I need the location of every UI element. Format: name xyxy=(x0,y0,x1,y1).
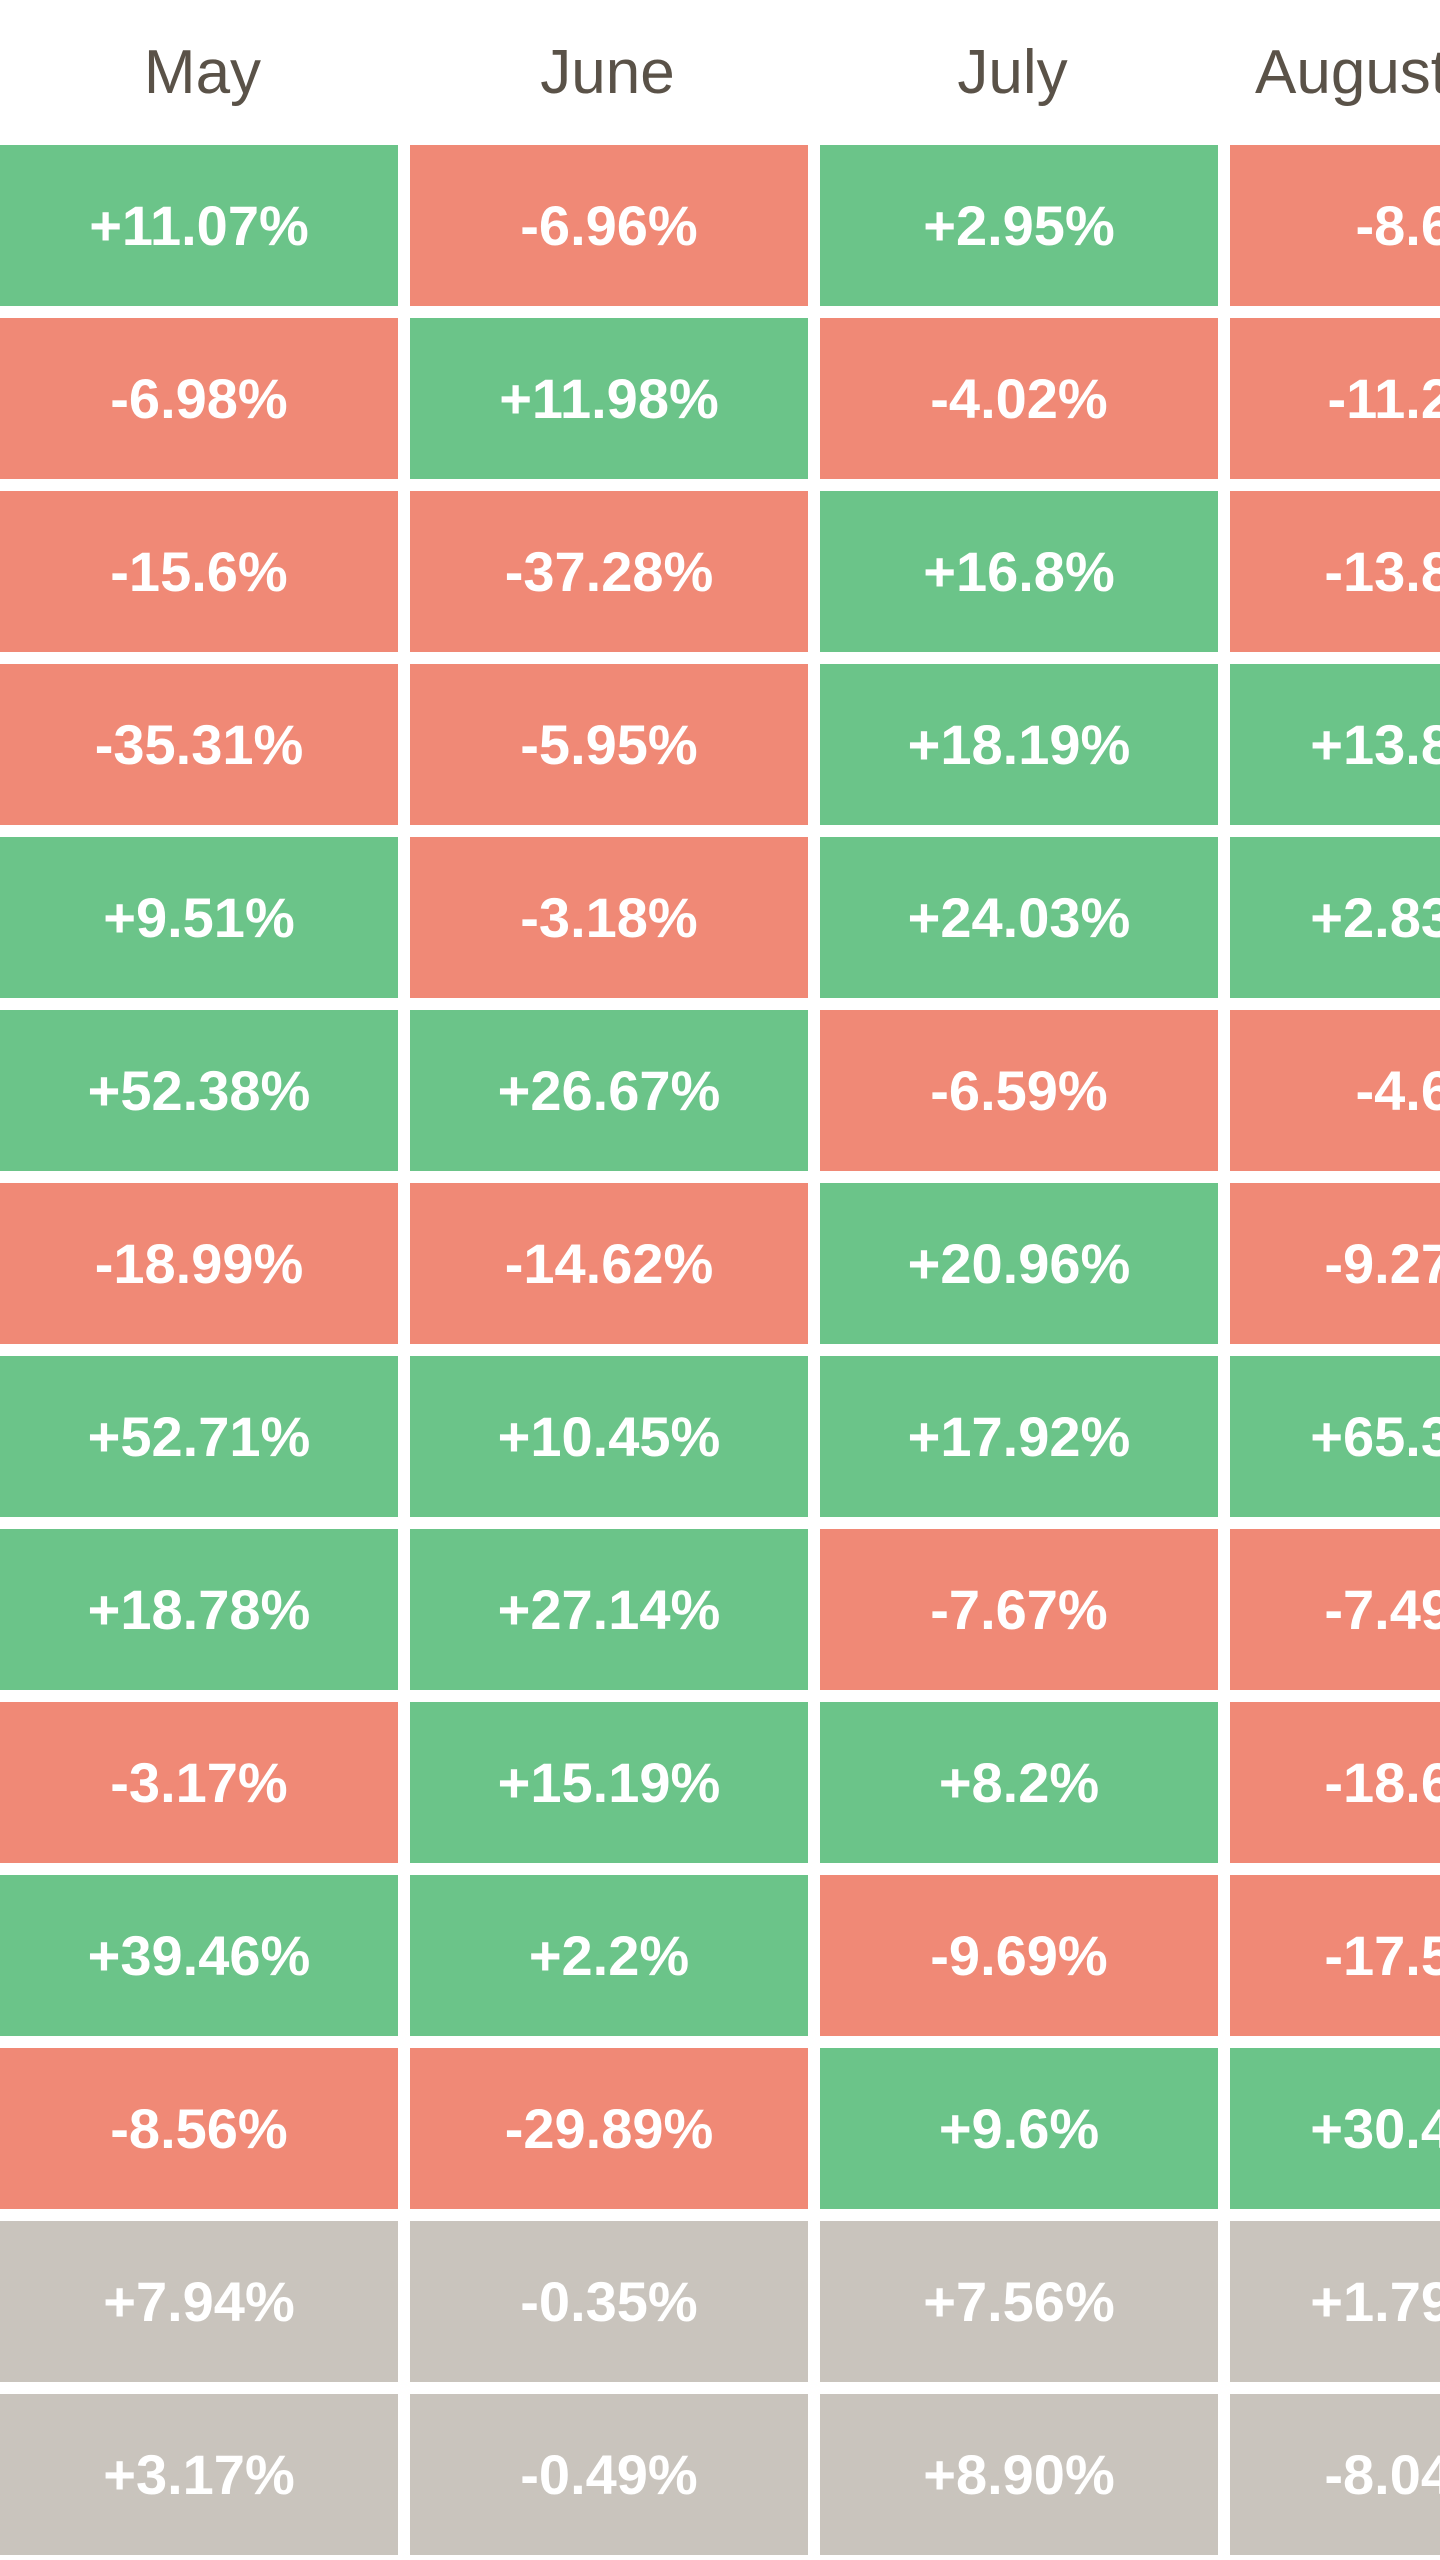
performance-cell: +8.2% xyxy=(820,1702,1218,1863)
performance-cell: +11.07% xyxy=(0,145,398,306)
table-row: -8.56%-29.89%+9.6%+30.4 xyxy=(0,2048,1440,2209)
performance-cell: -6.96% xyxy=(410,145,808,306)
performance-cell: +17.92% xyxy=(820,1356,1218,1517)
performance-heatmap: MayJuneJulyAugust +11.07%-6.96%+2.95%-8.… xyxy=(0,0,1440,2560)
performance-cell: -0.35% xyxy=(410,2221,808,2382)
performance-cell: +16.8% xyxy=(820,491,1218,652)
performance-cell: -29.89% xyxy=(410,2048,808,2209)
performance-cell: -8.56% xyxy=(0,2048,398,2209)
performance-cell: +7.94% xyxy=(0,2221,398,2382)
table-row: +9.51%-3.18%+24.03%+2.83 xyxy=(0,837,1440,998)
performance-cell: +18.78% xyxy=(0,1529,398,1690)
performance-cell: -8.04 xyxy=(1230,2394,1440,2555)
performance-cell: -4.6 xyxy=(1230,1010,1440,1171)
performance-cell: +52.38% xyxy=(0,1010,398,1171)
table-row: +52.71%+10.45%+17.92%+65.3 xyxy=(0,1356,1440,1517)
performance-cell: +39.46% xyxy=(0,1875,398,2036)
performance-cell: -18.6 xyxy=(1230,1702,1440,1863)
performance-cell: +13.8 xyxy=(1230,664,1440,825)
performance-cell: +24.03% xyxy=(820,837,1218,998)
performance-cell: +7.56% xyxy=(820,2221,1218,2382)
performance-cell: -3.17% xyxy=(0,1702,398,1863)
performance-cell: +26.67% xyxy=(410,1010,808,1171)
performance-cell: -6.59% xyxy=(820,1010,1218,1171)
performance-cell: +2.2% xyxy=(410,1875,808,2036)
table-row: -35.31%-5.95%+18.19%+13.8 xyxy=(0,664,1440,825)
performance-cell: -11.2 xyxy=(1230,318,1440,479)
table-row: +3.17%-0.49%+8.90%-8.04 xyxy=(0,2394,1440,2555)
performance-cell: +30.4 xyxy=(1230,2048,1440,2209)
performance-cell: -9.27 xyxy=(1230,1183,1440,1344)
performance-cell: -18.99% xyxy=(0,1183,398,1344)
performance-cell: +65.3 xyxy=(1230,1356,1440,1517)
performance-cell: -3.18% xyxy=(410,837,808,998)
performance-cell: +52.71% xyxy=(0,1356,398,1517)
performance-cell: -7.67% xyxy=(820,1529,1218,1690)
table-row: +7.94%-0.35%+7.56%+1.79 xyxy=(0,2221,1440,2382)
performance-cell: -35.31% xyxy=(0,664,398,825)
performance-cell: +10.45% xyxy=(410,1356,808,1517)
table-row: -6.98%+11.98%-4.02%-11.2 xyxy=(0,318,1440,479)
performance-cell: +2.83 xyxy=(1230,837,1440,998)
table-row: +52.38%+26.67%-6.59%-4.6 xyxy=(0,1010,1440,1171)
performance-cell: +8.90% xyxy=(820,2394,1218,2555)
performance-cell: -8.6 xyxy=(1230,145,1440,306)
performance-cell: -6.98% xyxy=(0,318,398,479)
table-row: +39.46%+2.2%-9.69%-17.5 xyxy=(0,1875,1440,2036)
table-header-row: MayJuneJulyAugust xyxy=(0,0,1440,145)
performance-cell: -4.02% xyxy=(820,318,1218,479)
performance-cell: +9.6% xyxy=(820,2048,1218,2209)
performance-cell: -7.49 xyxy=(1230,1529,1440,1690)
column-header-june: June xyxy=(405,37,810,108)
performance-cell: -13.8 xyxy=(1230,491,1440,652)
table-row: +18.78%+27.14%-7.67%-7.49 xyxy=(0,1529,1440,1690)
table-row: -15.6%-37.28%+16.8%-13.8 xyxy=(0,491,1440,652)
performance-cell: +27.14% xyxy=(410,1529,808,1690)
performance-cell: -17.5 xyxy=(1230,1875,1440,2036)
table-body: +11.07%-6.96%+2.95%-8.6-6.98%+11.98%-4.0… xyxy=(0,145,1440,2555)
performance-cell: +20.96% xyxy=(820,1183,1218,1344)
column-header-may: May xyxy=(0,37,405,108)
performance-cell: +9.51% xyxy=(0,837,398,998)
performance-cell: +1.79 xyxy=(1230,2221,1440,2382)
performance-cell: -15.6% xyxy=(0,491,398,652)
performance-cell: -14.62% xyxy=(410,1183,808,1344)
table-row: -3.17%+15.19%+8.2%-18.6 xyxy=(0,1702,1440,1863)
table-row: +11.07%-6.96%+2.95%-8.6 xyxy=(0,145,1440,306)
performance-cell: +3.17% xyxy=(0,2394,398,2555)
table-row: -18.99%-14.62%+20.96%-9.27 xyxy=(0,1183,1440,1344)
performance-cell: -9.69% xyxy=(820,1875,1218,2036)
column-header-july: July xyxy=(810,37,1215,108)
column-header-august: August xyxy=(1215,37,1440,108)
performance-cell: -37.28% xyxy=(410,491,808,652)
performance-cell: +11.98% xyxy=(410,318,808,479)
performance-cell: +2.95% xyxy=(820,145,1218,306)
performance-cell: -0.49% xyxy=(410,2394,808,2555)
performance-cell: +18.19% xyxy=(820,664,1218,825)
performance-cell: +15.19% xyxy=(410,1702,808,1863)
performance-cell: -5.95% xyxy=(410,664,808,825)
